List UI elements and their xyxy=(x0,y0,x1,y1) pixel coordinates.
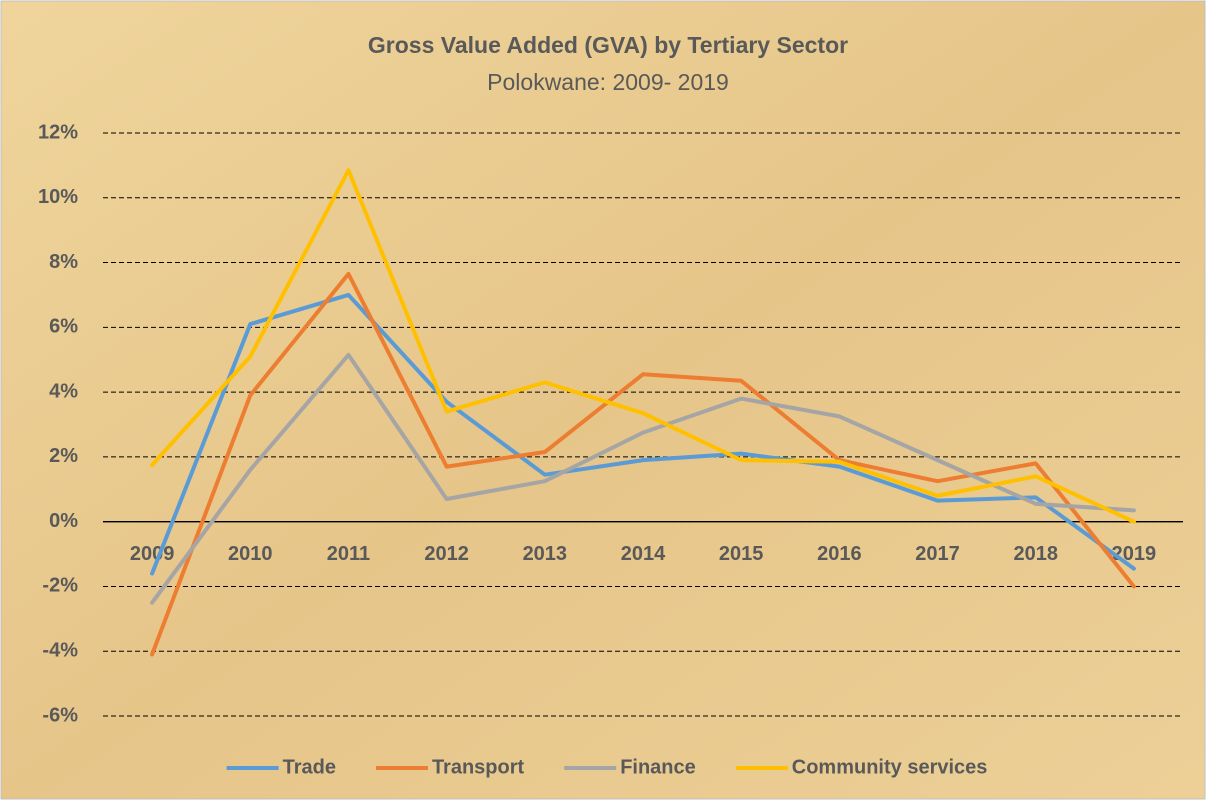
x-tick-label: 2017 xyxy=(915,543,960,565)
chart-subtitle: Polokwane: 2009- 2019 xyxy=(487,69,729,95)
y-tick-label: -2% xyxy=(42,575,78,597)
x-tick-label: 2012 xyxy=(424,543,469,565)
legend-label: Trade xyxy=(283,756,336,778)
y-tick-label: 8% xyxy=(49,251,78,273)
x-tick-label: 2011 xyxy=(327,543,370,565)
x-tick-label: 2019 xyxy=(1112,543,1157,565)
y-tick-label: -4% xyxy=(42,640,78,662)
x-tick-label: 2013 xyxy=(523,543,568,565)
y-tick-label: 10% xyxy=(38,186,78,208)
y-tick-label: 6% xyxy=(49,316,78,338)
y-tick-label: 12% xyxy=(38,121,78,143)
y-tick-label: 0% xyxy=(49,510,78,532)
legend-label: Community services xyxy=(792,756,988,778)
legend-label: Transport xyxy=(432,756,525,778)
data-line xyxy=(150,292,1136,576)
x-tick-label: 2016 xyxy=(817,543,862,565)
legend-label: Finance xyxy=(620,756,696,778)
x-tick-label: 2009 xyxy=(130,543,175,565)
x-tick-label: 2018 xyxy=(1013,543,1058,565)
x-tick-label: 2010 xyxy=(228,543,273,565)
data-line xyxy=(150,168,1136,524)
y-tick-label: -6% xyxy=(42,704,78,726)
chart-title: Gross Value Added (GVA) by Tertiary Sect… xyxy=(368,32,848,58)
x-tick-label: 2015 xyxy=(719,543,764,565)
x-tick-label: 2014 xyxy=(621,543,666,565)
y-tick-label: 4% xyxy=(49,380,78,402)
y-tick-label: 2% xyxy=(49,445,78,467)
data-line xyxy=(150,352,1136,605)
